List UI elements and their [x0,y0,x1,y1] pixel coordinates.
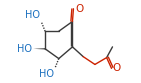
Text: HO: HO [39,69,54,79]
Text: O: O [113,63,121,73]
Polygon shape [33,48,45,49]
Text: O: O [75,4,84,14]
Text: HO: HO [17,44,32,54]
Text: HO: HO [25,10,40,20]
